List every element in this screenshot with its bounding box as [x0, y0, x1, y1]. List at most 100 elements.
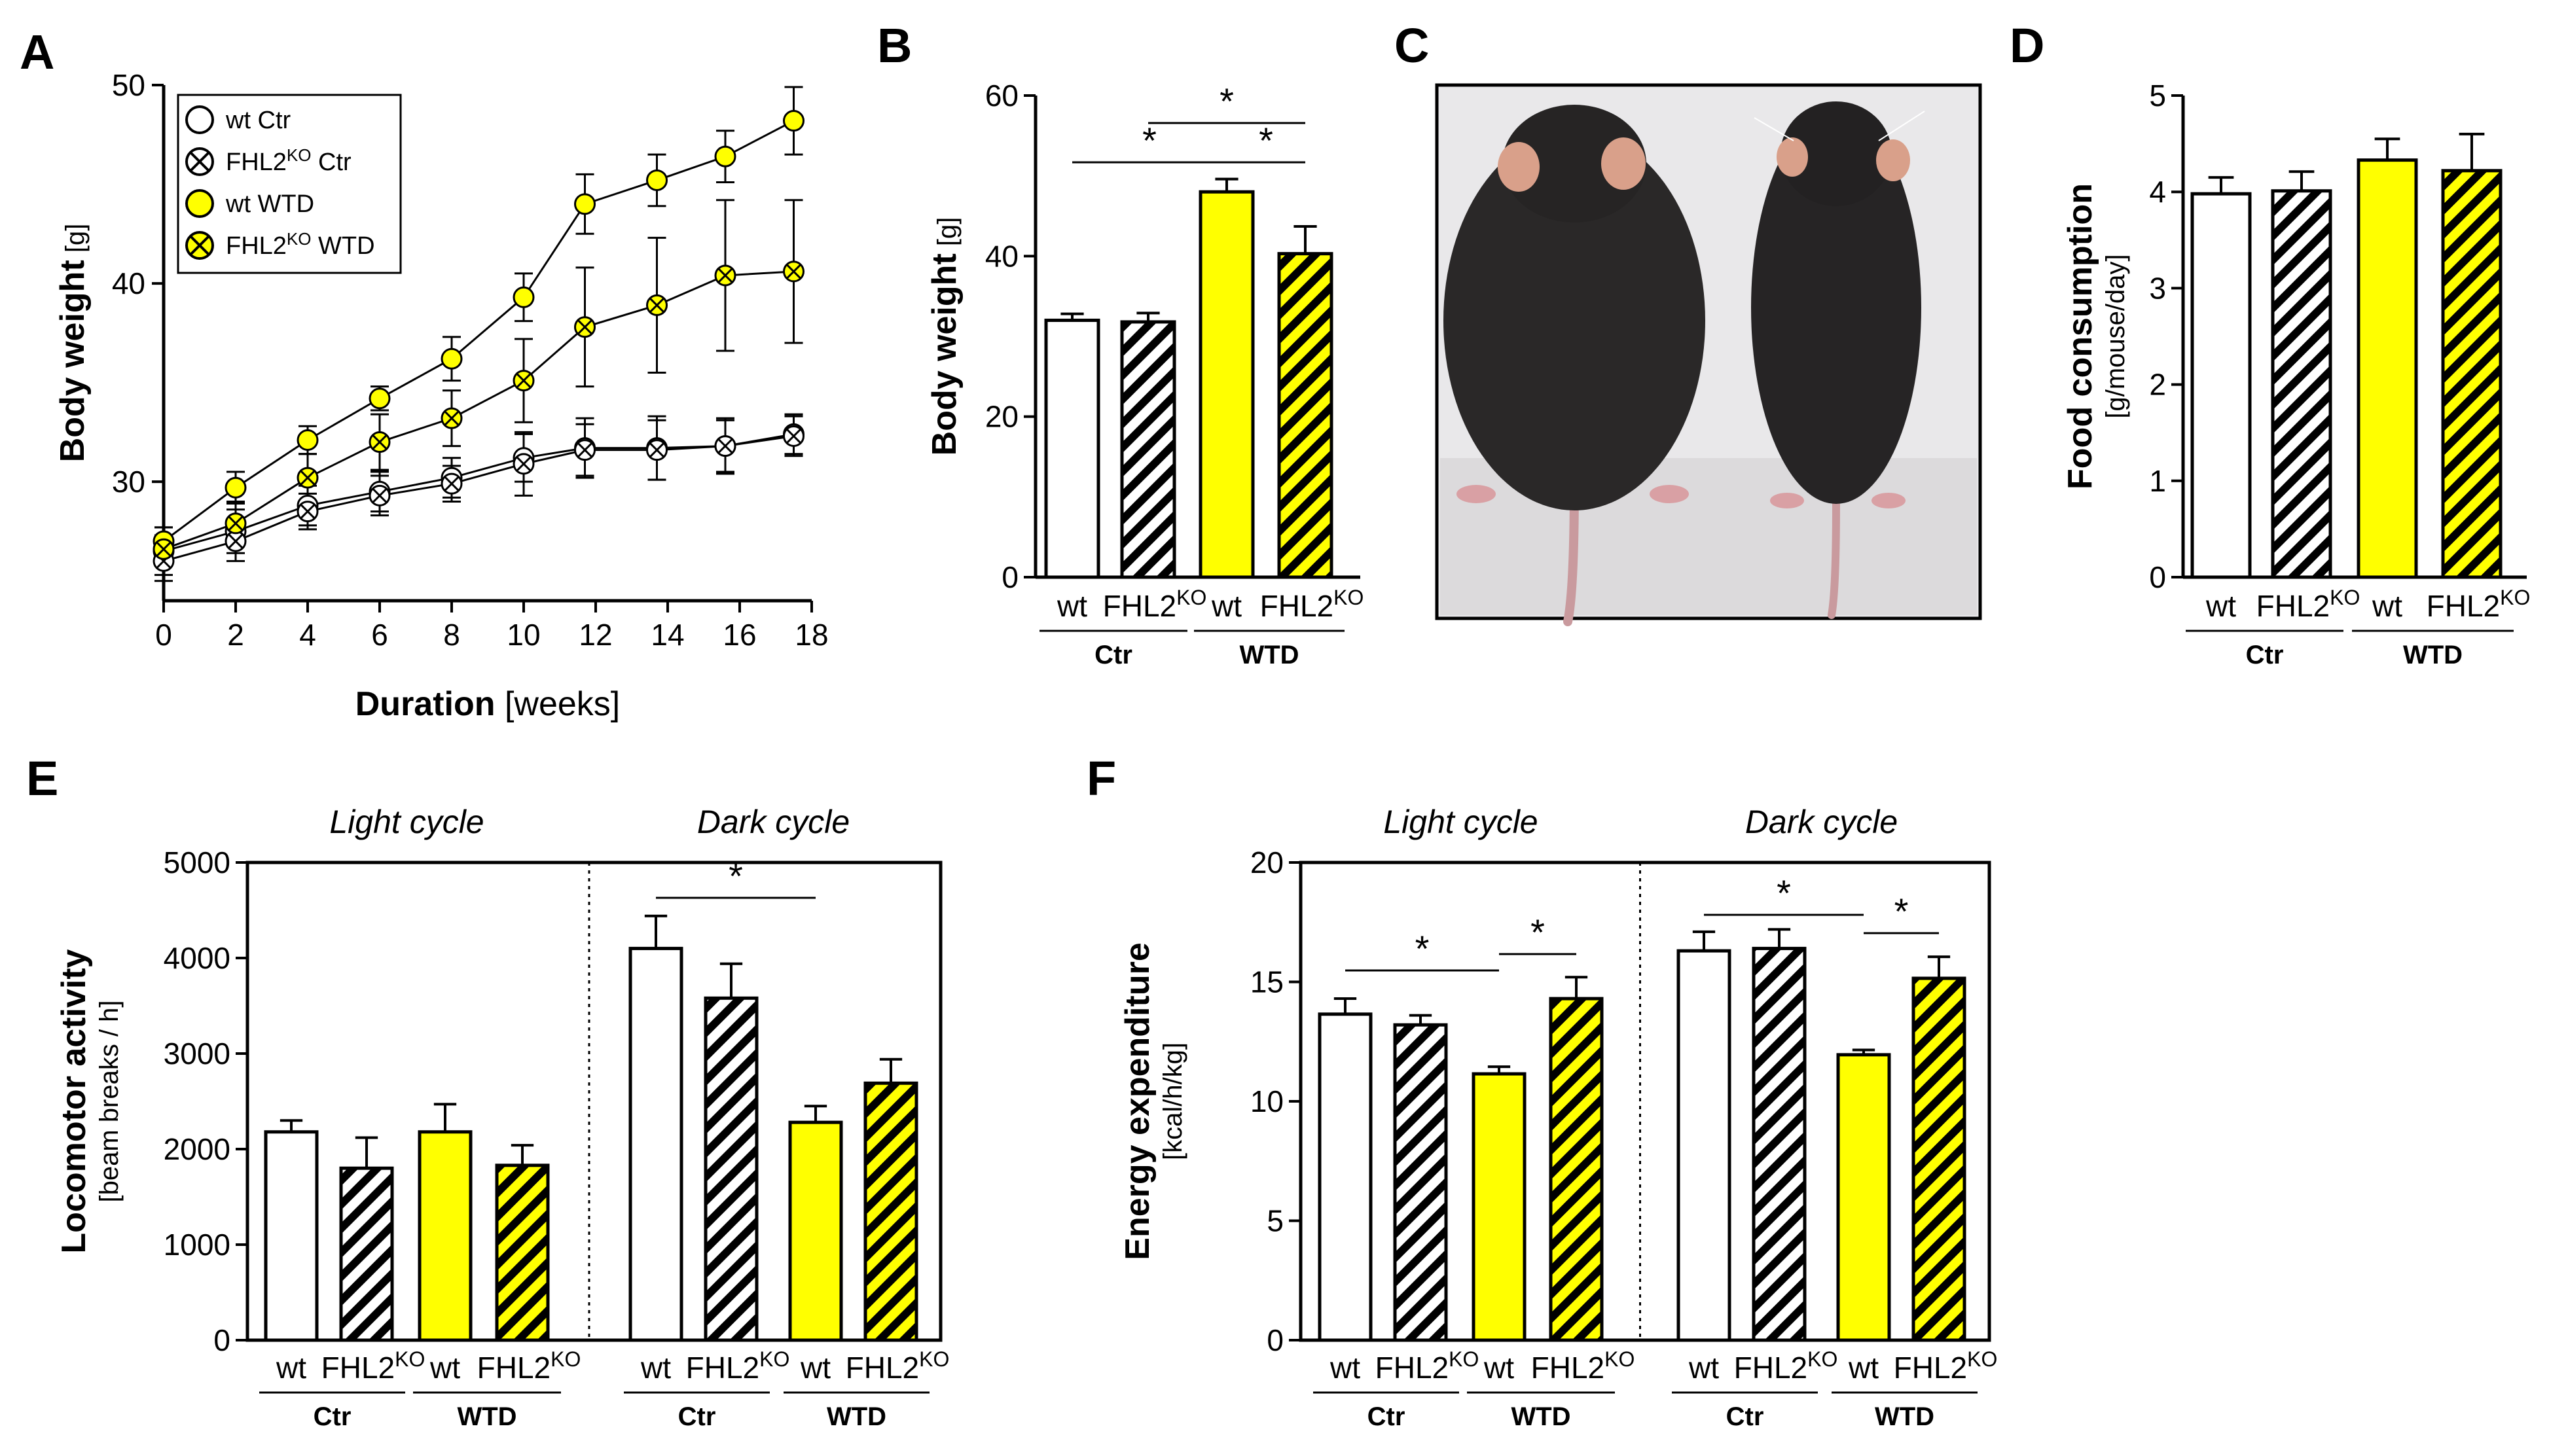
- cycle-label: Dark cycle: [1745, 804, 1898, 840]
- bar: [495, 1163, 550, 1342]
- data-point-cross: [372, 435, 388, 450]
- category-label: wt: [1688, 1351, 1719, 1385]
- cycle-label: Dark cycle: [697, 804, 850, 840]
- x-tick-label: 10: [507, 618, 540, 652]
- y-tick-label: 4000: [164, 941, 230, 975]
- y-axis-title-text: Body weight [g]: [926, 217, 964, 456]
- legend-box: [177, 94, 402, 274]
- y-tick-label: 5000: [164, 845, 230, 879]
- y-tick-label: 0: [213, 1323, 230, 1357]
- data-point-cross: [228, 516, 244, 531]
- bar: [1277, 252, 1333, 579]
- y-tick-label: 60: [985, 79, 1019, 113]
- category-label: wt: [1211, 589, 1242, 623]
- legend-label: wt WTD: [225, 190, 314, 218]
- data-point: [646, 169, 668, 191]
- plot-frame: [245, 861, 943, 1342]
- bar: [1676, 949, 1731, 1342]
- data-point-cross: [577, 319, 592, 334]
- data-point-cross: [516, 373, 532, 388]
- group-label: WTD: [1239, 641, 1299, 669]
- y-tick-label: 0: [1002, 560, 1019, 594]
- legend: wt Ctr FHL2KO Ctr wt WTD FHL2KO WTD: [177, 94, 402, 274]
- group-label: Ctr: [1726, 1402, 1764, 1431]
- y-axis-title: Body weight [g]: [54, 224, 92, 463]
- y-tick-label: 0: [1267, 1323, 1284, 1357]
- panel-letter-d: D: [2010, 18, 2044, 73]
- bar: [1318, 1012, 1373, 1342]
- bar: [1199, 190, 1255, 579]
- data-point-cross: [649, 298, 664, 313]
- y-tick-label: 30: [112, 465, 145, 499]
- y-tick-label: 15: [1250, 965, 1284, 999]
- y-tick-label: 2000: [164, 1132, 230, 1166]
- category-label: FHL2KO: [686, 1347, 790, 1385]
- category-label: FHL2KO: [321, 1347, 425, 1385]
- panel-e-bar-chart: E 0 1000 2000 3000 4000 5000 Locomotor activit…: [26, 751, 949, 1431]
- data-point: [574, 193, 596, 215]
- y-axis-title-bold: Food consumption: [2061, 183, 2099, 489]
- x-tick-label: 16: [723, 618, 756, 652]
- category-label: FHL2KO: [1894, 1347, 1998, 1385]
- data-point-cross: [717, 438, 733, 453]
- bar: [1549, 997, 1604, 1342]
- data-point-cross: [786, 429, 801, 444]
- category-label: wt: [1329, 1351, 1360, 1385]
- bar: [1911, 976, 1966, 1342]
- panel-d-bar-chart: D 0 1 2 3 4 5 Food consumption [g/mouse/day] wt F…: [2010, 18, 2530, 669]
- y-tick-label: 5: [2149, 79, 2166, 113]
- panel-e-plot-area: 0 1000 2000 3000 4000 5000 Locomotor activity[…: [55, 804, 949, 1431]
- significance-star: *: [1259, 120, 1273, 161]
- category-label: wt: [2205, 589, 2236, 623]
- y-tick-label: 40: [112, 266, 145, 300]
- group-label: Ctr: [2246, 641, 2284, 669]
- panel-letter-c: C: [1394, 18, 1429, 73]
- data-point-cross: [786, 264, 801, 279]
- significance-star: *: [1894, 891, 1909, 932]
- y-tick-label: 0: [2149, 560, 2166, 594]
- series-line: [163, 435, 794, 562]
- category-label: wt: [800, 1351, 831, 1385]
- category-label: FHL2KO: [477, 1347, 581, 1385]
- cycle-label: Light cycle: [329, 804, 484, 840]
- panel-c-photo: C: [1394, 18, 1982, 626]
- significance-star: *: [1220, 80, 1234, 122]
- x-tick-label: 8: [443, 618, 460, 652]
- series-line: [163, 120, 795, 542]
- bar: [2441, 169, 2503, 579]
- bar: [339, 1166, 394, 1342]
- y-tick-label: 20: [1250, 845, 1284, 879]
- data-point: [369, 387, 391, 410]
- bar: [628, 946, 683, 1342]
- y-tick-label: 20: [985, 400, 1019, 434]
- legend-marker-cross: [190, 236, 209, 255]
- bar: [1393, 1023, 1448, 1342]
- category-label: wt: [276, 1351, 306, 1385]
- panel-a-line-chart: A 0 2 4 6 8 10 12 14 16 18 30 40 50 Duration [weeks] B…: [20, 25, 829, 723]
- data-point: [297, 429, 319, 452]
- y-tick-label: 1: [2149, 464, 2166, 498]
- significance-star: *: [1415, 928, 1430, 969]
- series-line: [163, 270, 794, 550]
- panel-letter-a: A: [20, 25, 54, 79]
- data-point-cross: [717, 268, 733, 283]
- category-label: wt: [1483, 1351, 1514, 1385]
- bar: [788, 1120, 843, 1342]
- data-point-cross: [649, 442, 664, 457]
- category-label: wt: [1057, 589, 1087, 623]
- group-label: Ctr: [1367, 1402, 1405, 1431]
- y-axis-title-text: Body weight [g]: [54, 224, 92, 463]
- y-tick-label: 40: [985, 239, 1019, 273]
- group-label: Ctr: [678, 1402, 716, 1431]
- x-tick-label: 6: [371, 618, 388, 652]
- category-label: FHL2KO: [1531, 1347, 1635, 1385]
- legend-marker-cross: [190, 152, 209, 171]
- bar: [704, 996, 759, 1342]
- legend-marker: [185, 189, 214, 218]
- y-axis-title-unit: [kcal/h/kg]: [1159, 1042, 1187, 1160]
- significance-star: *: [729, 855, 743, 897]
- panel-f-bar-chart: F 0 5 10 15 20 Energy expenditure [kcal/h/kg] w…: [1087, 751, 1997, 1431]
- y-tick-label: 3: [2149, 271, 2166, 305]
- y-tick-label: 1000: [164, 1228, 230, 1262]
